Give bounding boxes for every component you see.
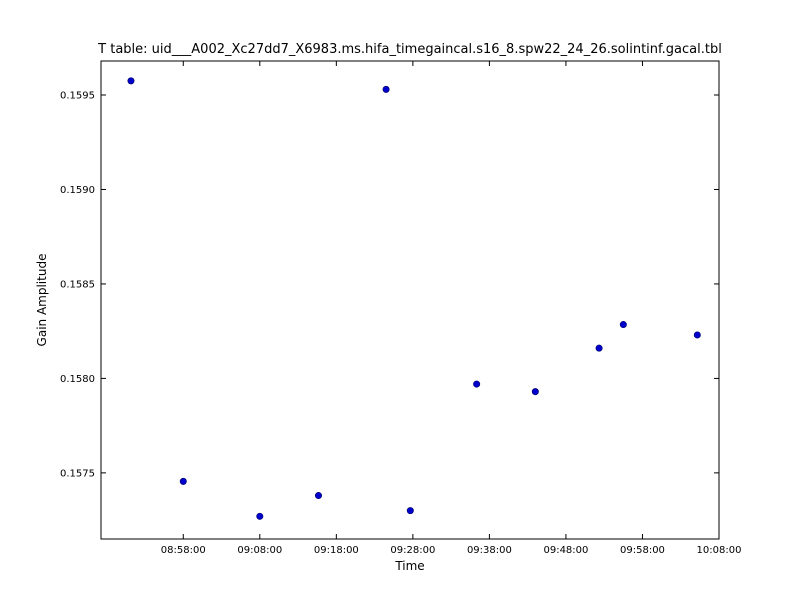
data-point xyxy=(531,388,539,396)
x-axis-ticks: 08:58:00 09:08:00 09:18:00 09:28:00 09:38:00… xyxy=(161,61,742,556)
plot-area: 08:58:00 09:08:00 09:18:00 09:28:00 09:38:00… xyxy=(60,60,742,556)
data-point xyxy=(127,77,135,85)
y-tick-label: 0.1595 xyxy=(60,91,95,102)
x-tick-label: 09:38:00 xyxy=(467,545,512,556)
y-tick-label: 0.1590 xyxy=(60,185,95,196)
data-point xyxy=(473,380,481,388)
data-point xyxy=(179,477,187,485)
data-point xyxy=(406,507,414,515)
data-point xyxy=(256,512,264,520)
y-tick-label: 0.1575 xyxy=(60,468,95,479)
data-point xyxy=(382,85,390,93)
y-axis-label: Gain Amplitude xyxy=(35,254,49,347)
x-tick-label: 10:08:00 xyxy=(697,545,742,556)
data-points xyxy=(127,77,701,520)
x-tick-label: 09:18:00 xyxy=(314,545,359,556)
x-tick-label: 09:08:00 xyxy=(237,545,282,556)
chart-title: T table: uid___A002_Xc27dd7_X6983.ms.hif… xyxy=(97,42,722,57)
x-tick-label: 09:58:00 xyxy=(620,545,665,556)
y-axis-ticks: 0.1575 0.1580 0.1585 0.1590 0.1595 xyxy=(60,91,719,479)
y-tick-label: 0.1585 xyxy=(60,279,95,290)
data-point xyxy=(619,321,627,329)
x-tick-label: 09:48:00 xyxy=(543,545,588,556)
plot-frame xyxy=(100,60,720,540)
data-point xyxy=(693,331,701,339)
data-point xyxy=(595,344,603,352)
x-tick-label: 08:58:00 xyxy=(161,545,206,556)
x-axis-label: Time xyxy=(394,559,424,573)
y-tick-label: 0.1580 xyxy=(60,374,95,385)
data-point xyxy=(314,492,322,500)
x-tick-label: 09:28:00 xyxy=(390,545,435,556)
